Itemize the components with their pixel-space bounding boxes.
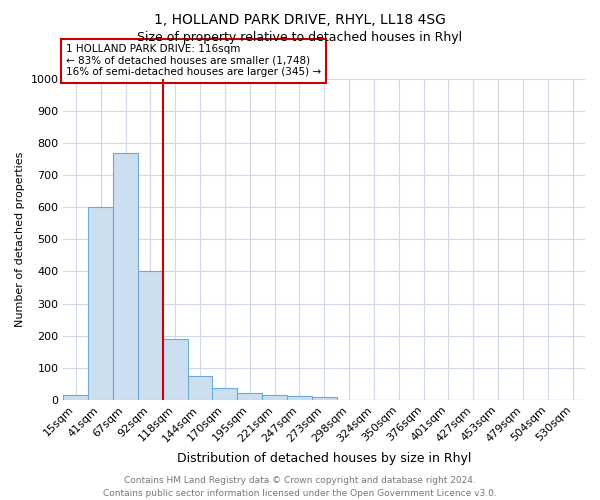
Text: 1, HOLLAND PARK DRIVE, RHYL, LL18 4SG: 1, HOLLAND PARK DRIVE, RHYL, LL18 4SG [154, 12, 446, 26]
Bar [312, 398, 337, 400]
Bar [262, 395, 287, 400]
Text: Contains HM Land Registry data © Crown copyright and database right 2024.
Contai: Contains HM Land Registry data © Crown c… [103, 476, 497, 498]
Bar [64, 395, 88, 400]
Text: Size of property relative to detached houses in Rhyl: Size of property relative to detached ho… [137, 31, 463, 44]
Y-axis label: Number of detached properties: Number of detached properties [15, 152, 25, 327]
Bar [287, 396, 312, 400]
Text: 1 HOLLAND PARK DRIVE: 116sqm
← 83% of detached houses are smaller (1,748)
16% of: 1 HOLLAND PARK DRIVE: 116sqm ← 83% of de… [66, 44, 321, 78]
Bar [237, 394, 262, 400]
Bar [188, 376, 212, 400]
Bar [138, 272, 163, 400]
Bar [212, 388, 237, 400]
Bar [113, 153, 138, 400]
Bar [88, 208, 113, 400]
X-axis label: Distribution of detached houses by size in Rhyl: Distribution of detached houses by size … [177, 452, 472, 465]
Bar [163, 339, 188, 400]
